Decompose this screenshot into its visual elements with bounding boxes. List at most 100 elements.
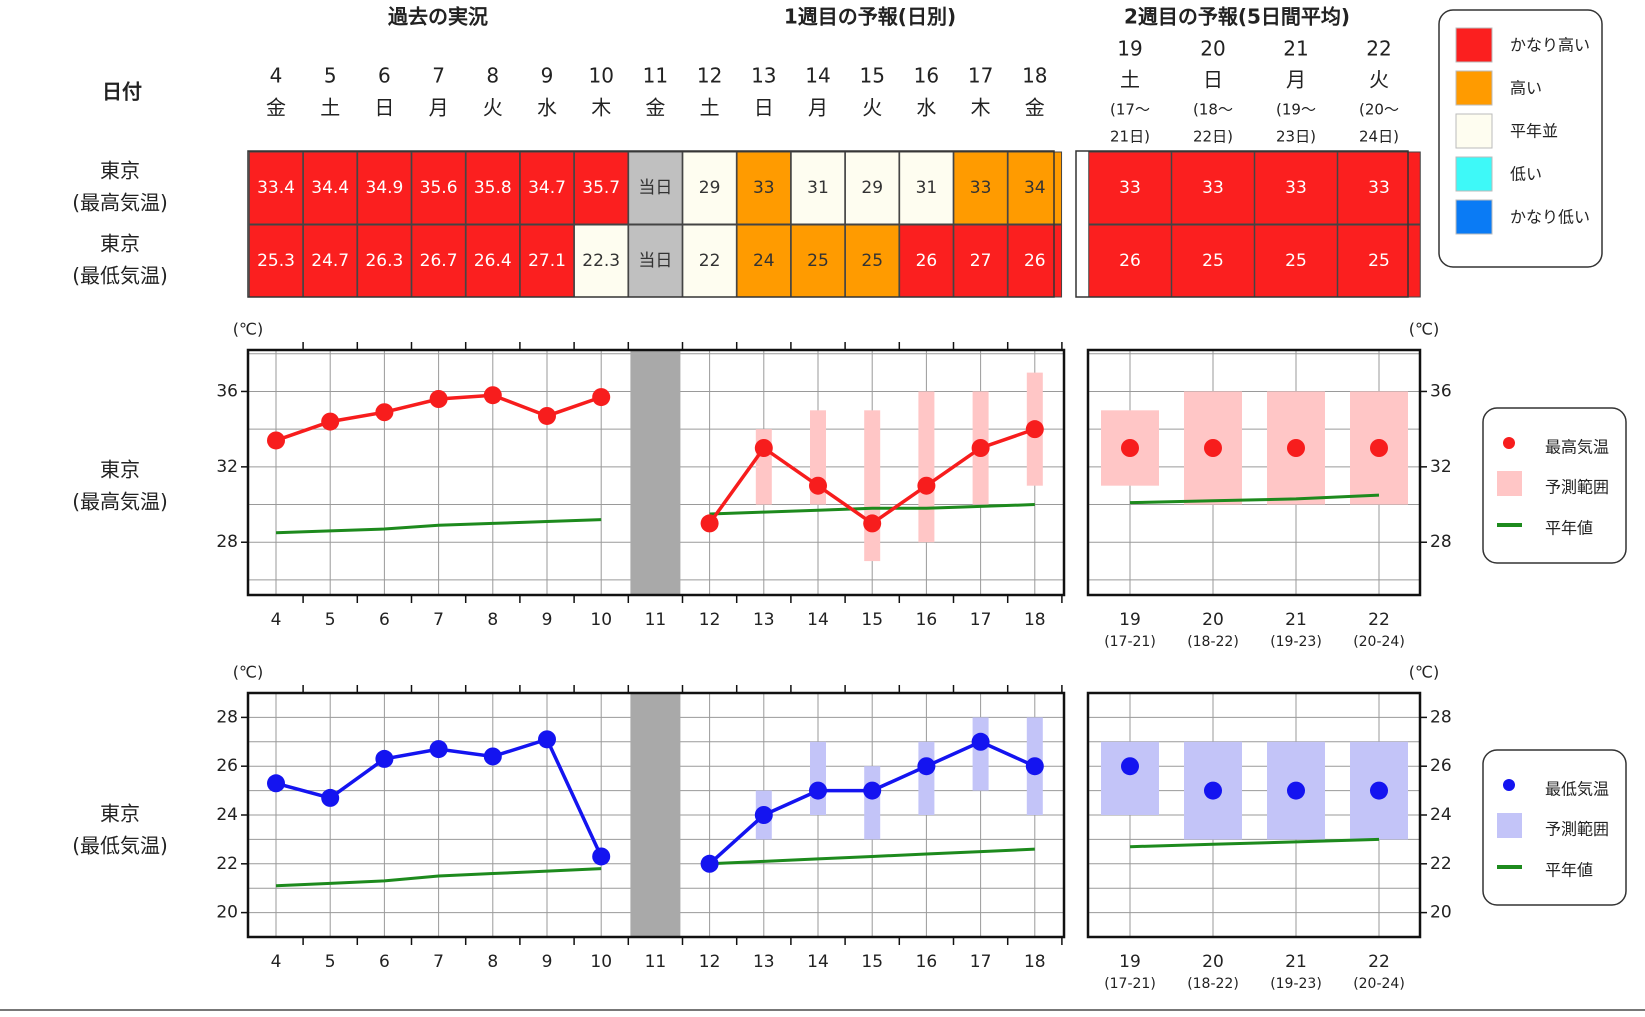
y-tick-label-right: 20	[1430, 903, 1452, 923]
forecast-point	[700, 854, 719, 873]
observed-point	[267, 431, 285, 450]
row-label-max-city: 東京	[100, 159, 140, 183]
week2-point	[1370, 781, 1388, 800]
date-header-weekday: 木	[971, 96, 991, 120]
legend-label-low: 低い	[1510, 165, 1542, 184]
x-tick-range-week2: (17-21)	[1104, 634, 1156, 650]
table-frame-week2	[1075, 150, 1409, 298]
chart-min-temp: 東京 (最低気温) (℃) (℃) 20 20 22 22 24 24 26 26 28 28 4 5 6 7 8 9…	[72, 663, 1627, 992]
forecast-point	[917, 757, 936, 776]
max-temp-cell-bg	[628, 151, 683, 225]
observed-point	[321, 788, 340, 807]
min-temp-cell-value: 27.1	[528, 251, 566, 271]
min-temp-cell-bg	[248, 224, 304, 298]
legend-swatch-very_high	[1455, 27, 1493, 63]
week2-min-cell-value: 25	[1202, 251, 1224, 271]
date-header-day: 4	[270, 64, 283, 88]
y-axis-unit-left: (℃)	[233, 320, 263, 339]
forecast-point	[863, 781, 882, 800]
forecast-range-bar	[864, 410, 881, 562]
observed-point	[538, 406, 556, 425]
forecast-point	[754, 806, 773, 824]
x-tick-label: 12	[699, 610, 721, 630]
min-temp-cell-bg	[628, 224, 683, 298]
week2-header-weekday: 日	[1203, 68, 1223, 92]
date-header-day: 10	[588, 64, 613, 88]
max-temp-cell-value: 35.8	[474, 178, 512, 198]
legend-range-swatch	[1497, 813, 1522, 838]
y-tick-label-right: 28	[1430, 707, 1452, 727]
x-tick-label: 12	[699, 952, 721, 972]
week2-max-cell-value: 33	[1119, 178, 1141, 198]
x-tick-label: 14	[807, 610, 829, 630]
x-tick-label: 15	[861, 952, 883, 972]
week2-header-weekday: 土	[1120, 68, 1140, 92]
week2-header-range-start: (20〜	[1359, 101, 1399, 119]
forecast-range-bar	[918, 741, 935, 815]
week2-header-range-start: (19〜	[1276, 101, 1316, 119]
forecast-point	[809, 476, 827, 495]
min-temp-cell-value: 当日	[638, 251, 672, 271]
max-temp-cell-bg	[465, 151, 521, 225]
week2-min-cell-value: 26	[1119, 251, 1141, 271]
x-tick-label: 6	[379, 952, 390, 972]
x-tick-label-week2: 22	[1368, 610, 1390, 630]
normal-line-past	[275, 867, 602, 888]
week2-header-weekday: 火	[1369, 68, 1389, 92]
y-tick-label-right: 24	[1430, 805, 1452, 825]
week2-min-cell-bg	[1337, 224, 1421, 298]
date-header-day: 9	[541, 64, 554, 88]
y-tick-label-right: 28	[1430, 532, 1452, 552]
forecast-point	[809, 781, 827, 800]
week2-point	[1287, 781, 1305, 800]
x-tick-label: 18	[1024, 952, 1046, 972]
week2-header-day: 19	[1117, 37, 1142, 61]
week2-min-cell-value: 25	[1368, 251, 1390, 271]
observed-point	[375, 403, 394, 422]
min-temp-cell-bg	[953, 224, 1008, 298]
week2-point	[1121, 757, 1139, 776]
forecast-point	[971, 439, 990, 457]
max-temp-cell-value: 29	[699, 178, 721, 198]
date-header-weekday: 水	[916, 96, 936, 120]
chart-frame-daily	[246, 348, 1066, 597]
forecast-point	[1025, 420, 1044, 439]
row-label-max-kind: (最高気温)	[72, 191, 168, 215]
x-tick-label: 7	[433, 952, 444, 972]
y-tick-label-left: 36	[216, 381, 238, 401]
observed-point	[538, 730, 556, 749]
legend-point-marker	[1503, 779, 1515, 791]
date-header-weekday: 月	[808, 96, 828, 120]
week2-max-cell-bg	[1088, 151, 1172, 225]
week2-min-cell-value: 25	[1285, 251, 1307, 271]
week2-point	[1204, 781, 1222, 800]
date-header-day: 5	[324, 64, 337, 88]
y-tick-label-left: 26	[216, 756, 238, 776]
week2-min-cell-bg	[1254, 224, 1338, 298]
min-temp-cell-value: 26.4	[474, 251, 512, 271]
min-temp-cell-bg	[465, 224, 521, 298]
row-label-min-kind: (最低気温)	[72, 264, 168, 288]
x-tick-label-week2: 20	[1202, 610, 1224, 630]
date-header-weekday: 日	[754, 96, 774, 120]
week2-point	[1370, 439, 1388, 457]
x-tick-label: 6	[379, 610, 390, 630]
x-tick-label: 4	[271, 610, 282, 630]
y-tick-label-left: 28	[216, 532, 238, 552]
date-header-weekday: 火	[862, 96, 882, 120]
row-label-min-city: 東京	[100, 232, 140, 256]
x-tick-range-week2: (18-22)	[1187, 634, 1239, 650]
week2-header-range-start: (17〜	[1110, 101, 1150, 119]
date-header-weekday: 金	[1025, 96, 1045, 120]
min-temp-cell-bg	[736, 224, 792, 298]
legend-normal-label: 平年値	[1545, 519, 1593, 538]
max-temp-cell-bg	[953, 151, 1008, 225]
normal-line-week2	[1129, 837, 1380, 849]
legend-swatch-normal	[1455, 113, 1493, 149]
max-temp-cell-bg	[1007, 151, 1063, 225]
min-temp-cell-value: 26	[1024, 251, 1046, 271]
y-axis-unit-right: (℃)	[1409, 320, 1439, 339]
table-frame-daily	[247, 150, 1055, 298]
min-temp-cell-value: 26	[916, 251, 938, 271]
